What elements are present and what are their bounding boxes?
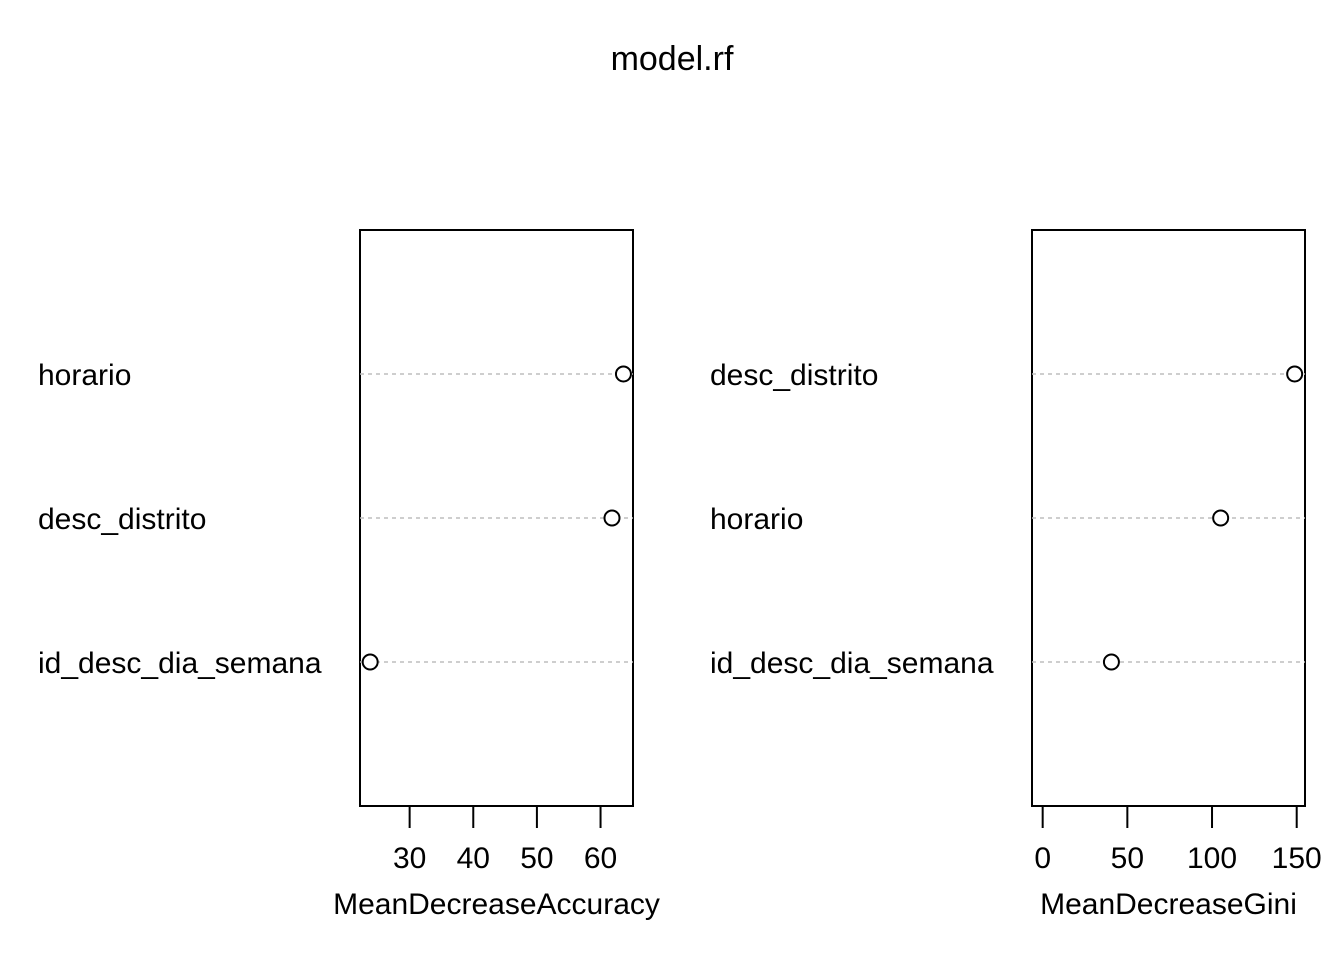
importance-point xyxy=(1212,509,1230,527)
importance-point xyxy=(614,365,632,383)
variable-label: desc_distrito xyxy=(38,503,206,536)
importance-point xyxy=(361,653,379,671)
x-tick-label: 50 xyxy=(520,842,553,875)
importance-point xyxy=(1286,365,1304,383)
panel-mean-decrease-accuracy: MeanDecreaseAccuracy horario desc_distrit… xyxy=(38,229,660,921)
variable-label: desc_distrito xyxy=(710,359,878,392)
x-tick-label: 0 xyxy=(1034,842,1051,875)
importance-point xyxy=(603,509,621,527)
x-axis-title: MeanDecreaseGini xyxy=(1040,888,1297,921)
x-tick-label: 30 xyxy=(393,842,426,875)
x-tick-label: 60 xyxy=(584,842,617,875)
variable-label: horario xyxy=(710,503,803,536)
importance-point xyxy=(1102,653,1120,671)
variable-label: id_desc_dia_semana xyxy=(38,647,322,680)
variable-label: id_desc_dia_semana xyxy=(710,647,994,680)
x-tick-label: 100 xyxy=(1187,842,1237,875)
x-tick-label: 50 xyxy=(1111,842,1144,875)
chart-title: model.rf xyxy=(611,40,734,78)
x-tick-label: 150 xyxy=(1272,842,1322,875)
variable-label: horario xyxy=(38,359,131,392)
x-axis-title: MeanDecreaseAccuracy xyxy=(333,888,660,921)
x-tick-label: 40 xyxy=(457,842,490,875)
